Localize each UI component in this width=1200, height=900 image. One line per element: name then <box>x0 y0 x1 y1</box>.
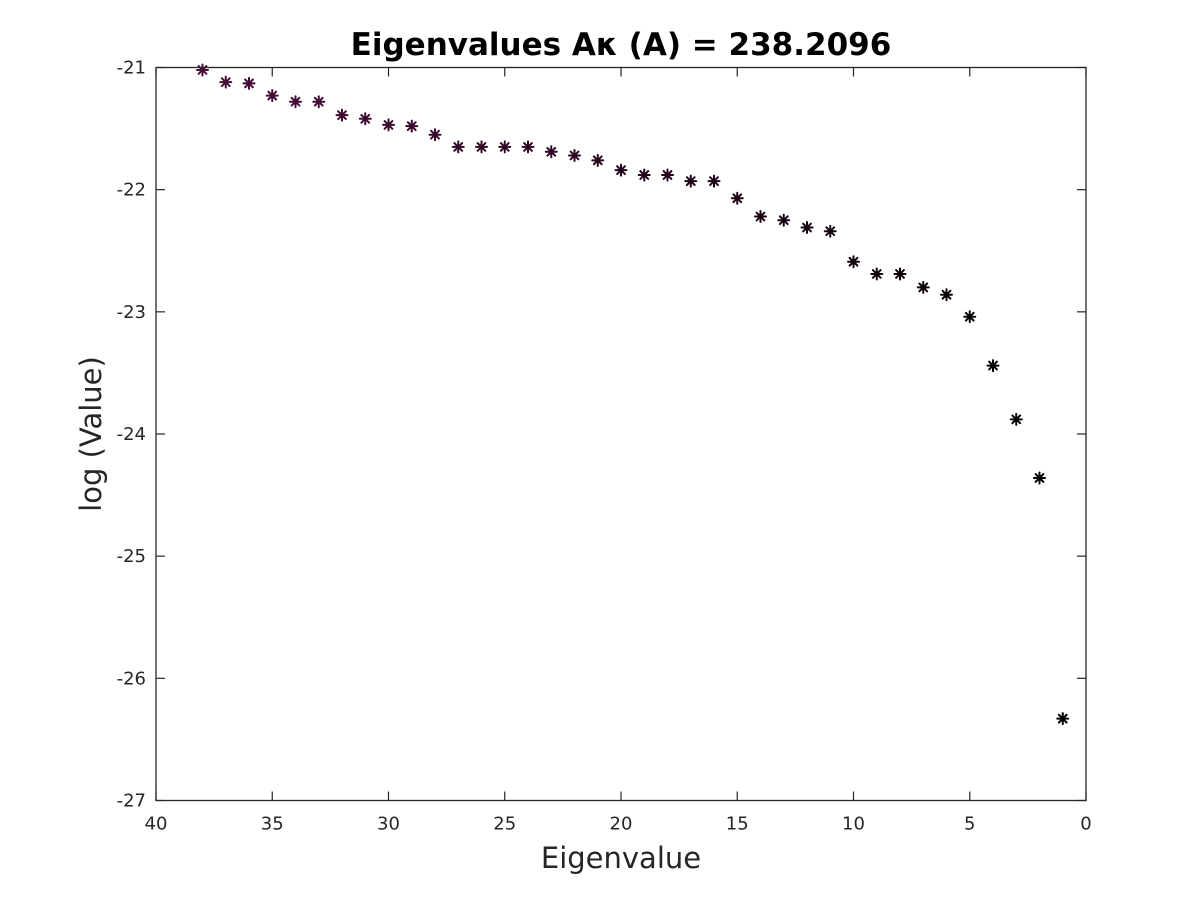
data-point <box>498 140 512 154</box>
data-point <box>916 280 930 294</box>
data-point <box>963 310 977 324</box>
x-tick-label: 5 <box>964 814 975 835</box>
x-tick-label: 25 <box>493 814 516 835</box>
data-point <box>940 288 953 302</box>
x-tick-label: 10 <box>842 814 865 835</box>
data-point <box>684 174 698 188</box>
data-point <box>777 213 791 227</box>
data-point <box>870 267 884 281</box>
data-point <box>289 95 302 109</box>
y-tick-label: -22 <box>117 180 146 201</box>
y-tick-label: -25 <box>117 546 146 567</box>
data-point <box>1056 712 1070 726</box>
data-point <box>800 221 814 235</box>
data-point <box>568 148 581 162</box>
y-tick-label: -23 <box>117 302 146 323</box>
data-point <box>475 140 488 154</box>
y-tick-label: -26 <box>117 668 146 689</box>
data-point <box>242 76 256 90</box>
y-tick-label: -21 <box>117 58 146 79</box>
plot-area <box>156 67 1086 801</box>
data-point <box>707 174 721 188</box>
data-point <box>451 140 465 154</box>
x-tick-label: 15 <box>726 814 749 835</box>
x-axis-label: Eigenvalue <box>541 841 701 875</box>
x-tick-label: 0 <box>1080 814 1091 835</box>
x-tick-label: 30 <box>377 814 400 835</box>
data-point <box>382 118 395 132</box>
data-point <box>405 119 419 133</box>
data-point <box>428 128 442 142</box>
data-point <box>1009 412 1023 426</box>
data-point <box>754 210 767 224</box>
data-point <box>196 63 209 77</box>
data-point <box>847 255 860 269</box>
y-tick-label: -27 <box>117 791 146 812</box>
data-point <box>265 89 279 103</box>
data-point <box>893 267 907 281</box>
data-point <box>544 145 558 159</box>
data-point <box>521 140 535 154</box>
data-point <box>986 359 1000 373</box>
chart-title: Eigenvalues Aκ (A) = 238.2096 <box>351 27 892 63</box>
x-tick-label: 20 <box>610 814 633 835</box>
axis-ticks: 40 35 30 25 20 15 10 5 0 -21 -22 -23 -24 -25 -26 -27 <box>117 58 1092 835</box>
data-point <box>637 168 651 182</box>
x-tick-label: 35 <box>261 814 284 835</box>
data-point <box>591 153 605 167</box>
x-tick-label: 40 <box>145 814 168 835</box>
y-axis-label: log (Value) <box>74 356 108 512</box>
data-point <box>335 108 349 122</box>
data-point <box>661 168 674 182</box>
y-tick-label: -24 <box>117 424 146 445</box>
data-points <box>196 63 1070 726</box>
data-point <box>730 191 744 205</box>
data-point <box>219 75 233 89</box>
data-point <box>312 95 326 109</box>
plot-frame <box>155 66 1087 802</box>
data-point <box>823 224 837 238</box>
data-point <box>1033 471 1046 485</box>
data-point <box>358 112 372 126</box>
data-point <box>614 163 628 177</box>
